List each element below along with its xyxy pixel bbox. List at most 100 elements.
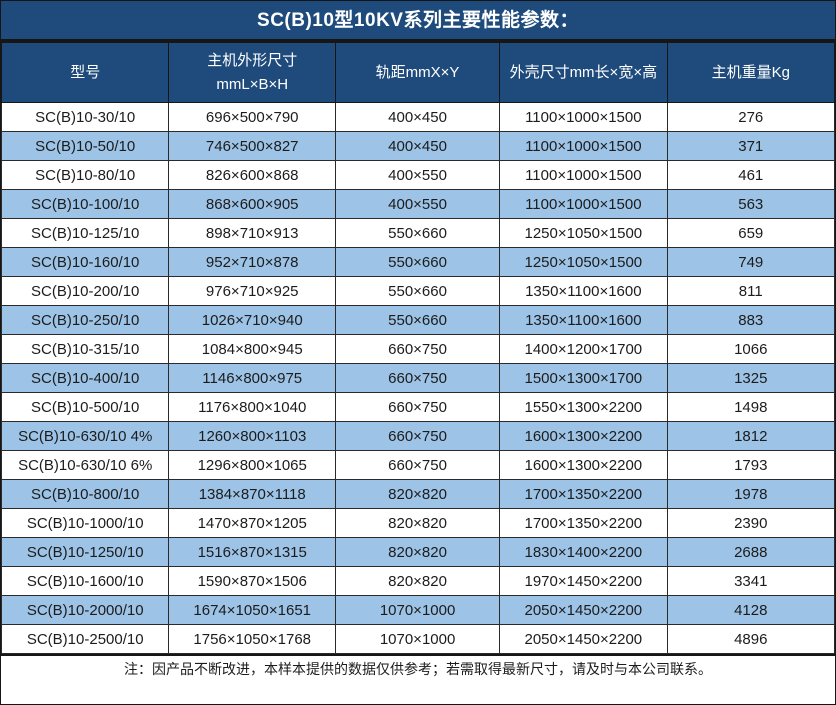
table-cell: 1100×1000×1500 [499, 131, 668, 161]
table-cell: 660×750 [335, 450, 501, 480]
table-cell: 660×750 [335, 421, 501, 451]
table-cell: 811 [666, 276, 835, 306]
table-row: SC(B)10-2000/10 1674×1050×1651 1070×1000 20… [1, 595, 835, 625]
table-cell: 1970×1450×2200 [499, 566, 668, 596]
table-row: SC(B)10-50/10 746×500×827 400×450 1100×1000… [1, 131, 835, 161]
table-cell: 1550×1300×2200 [499, 392, 668, 422]
col-header-model: 型号 [1, 42, 170, 103]
table-cell: 1470×870×1205 [168, 508, 337, 538]
table-cell: 1250×1050×1500 [499, 218, 668, 248]
col-header-model-label: 型号 [70, 63, 101, 81]
table-cell: 1600×1300×2200 [499, 421, 668, 451]
table-cell: SC(B)10-2000/10 [1, 595, 170, 625]
footer-note: 注：因产品不断改进，本样本提供的数据仅供参考；若需取得最新尺寸，请及时与本公司联… [1, 654, 835, 683]
table-cell: 826×600×868 [168, 160, 337, 190]
table-row: SC(B)10-30/10 696×500×790 400×450 1100×1000… [1, 102, 835, 132]
table-row: SC(B)10-1250/10 1516×870×1315 820×820 1830×… [1, 537, 835, 567]
table-cell: SC(B)10-30/10 [1, 102, 170, 132]
table-cell: SC(B)10-125/10 [1, 218, 170, 248]
col-header-weight-label: 主机重量Kg [711, 63, 790, 81]
table-cell: 3341 [666, 566, 835, 596]
col-header-weight: 主机重量Kg [666, 42, 835, 103]
table-cell: 400×550 [335, 189, 501, 219]
table-cell: 4128 [666, 595, 835, 625]
table-cell: SC(B)10-1000/10 [1, 508, 170, 538]
table-row: SC(B)10-400/10 1146×800×975 660×750 1500×13… [1, 363, 835, 393]
table-row: SC(B)10-1600/10 1590×870×1506 820×820 1970×… [1, 566, 835, 596]
table-row: SC(B)10-160/10 952×710×878 550×660 1250×105… [1, 247, 835, 277]
table-cell: 868×600×905 [168, 189, 337, 219]
table-cell: 461 [666, 160, 835, 190]
table-cell: 1812 [666, 421, 835, 451]
page-title: SC(B)10型10KV系列主要性能参数： [1, 1, 835, 42]
table-cell: SC(B)10-1250/10 [1, 537, 170, 567]
table-cell: 1296×800×1065 [168, 450, 337, 480]
table-row: SC(B)10-200/10 976×710×925 550×660 1350×110… [1, 276, 835, 306]
table-cell: 371 [666, 131, 835, 161]
col-header-main-dimensions-line2: mmL×B×H [216, 75, 289, 93]
table-cell: 1070×1000 [335, 595, 501, 625]
table-cell: 820×820 [335, 479, 501, 509]
col-header-main-dimensions: 主机外形尺寸 mmL×B×H [168, 42, 337, 103]
table-cell: 2390 [666, 508, 835, 538]
table-cell: 898×710×913 [168, 218, 337, 248]
table-cell: 1066 [666, 334, 835, 364]
spec-table: 型号 主机外形尺寸 mmL×B×H 轨距mmX×Y 外壳尺寸mm长×宽×高 主机… [1, 42, 835, 654]
table-cell: 563 [666, 189, 835, 219]
table-cell: SC(B)10-80/10 [1, 160, 170, 190]
table-body: SC(B)10-30/10 696×500×790 400×450 1100×1000… [1, 102, 835, 654]
table-row: SC(B)10-500/10 1176×800×1040 660×750 1550×1… [1, 392, 835, 422]
table-cell: 1325 [666, 363, 835, 393]
table-cell: 550×660 [335, 218, 501, 248]
table-cell: 659 [666, 218, 835, 248]
table-cell: 749 [666, 247, 835, 277]
table-cell: 2688 [666, 537, 835, 567]
table-cell: 883 [666, 305, 835, 335]
table-row: SC(B)10-630/10 6% 1296×800×1065 660×750 160… [1, 450, 835, 480]
table-cell: 660×750 [335, 392, 501, 422]
table-cell: 1590×870×1506 [168, 566, 337, 596]
table-cell: SC(B)10-100/10 [1, 189, 170, 219]
table-cell: SC(B)10-315/10 [1, 334, 170, 364]
table-cell: 1350×1100×1600 [499, 276, 668, 306]
table-cell: 400×450 [335, 102, 501, 132]
table-cell: SC(B)10-500/10 [1, 392, 170, 422]
table-cell: 1260×800×1103 [168, 421, 337, 451]
table-cell: 1084×800×945 [168, 334, 337, 364]
table-row: SC(B)10-125/10 898×710×913 550×660 1250×105… [1, 218, 835, 248]
table-cell: 400×450 [335, 131, 501, 161]
table-cell: 276 [666, 102, 835, 132]
table-cell: 820×820 [335, 508, 501, 538]
table-cell: 976×710×925 [168, 276, 337, 306]
table-cell: 1250×1050×1500 [499, 247, 668, 277]
table-cell: 550×660 [335, 247, 501, 277]
table-cell: 952×710×878 [168, 247, 337, 277]
table-cell: SC(B)10-800/10 [1, 479, 170, 509]
table-cell: SC(B)10-630/10 4% [1, 421, 170, 451]
table-cell: 1700×1350×2200 [499, 479, 668, 509]
table-cell: 1400×1200×1700 [499, 334, 668, 364]
table-row: SC(B)10-315/10 1084×800×945 660×750 1400×12… [1, 334, 835, 364]
table-cell: 1978 [666, 479, 835, 509]
table-row: SC(B)10-2500/10 1756×1050×1768 1070×1000 20… [1, 624, 835, 654]
table-cell: 550×660 [335, 276, 501, 306]
table-cell: 1100×1000×1500 [499, 102, 668, 132]
table-cell: SC(B)10-2500/10 [1, 624, 170, 654]
col-header-rail-gauge: 轨距mmX×Y [335, 42, 501, 103]
col-header-main-dimensions-line1: 主机外形尺寸 [207, 51, 298, 69]
table-cell: 1176×800×1040 [168, 392, 337, 422]
col-header-shell-size-label: 外壳尺寸mm长×宽×高 [509, 63, 658, 81]
table-cell: 550×660 [335, 305, 501, 335]
table-cell: SC(B)10-400/10 [1, 363, 170, 393]
table-row: SC(B)10-630/10 4% 1260×800×1103 660×750 160… [1, 421, 835, 451]
table-cell: 1070×1000 [335, 624, 501, 654]
table-cell: 1384×870×1118 [168, 479, 337, 509]
table-cell: 1500×1300×1700 [499, 363, 668, 393]
table-cell: 1674×1050×1651 [168, 595, 337, 625]
table-cell: 1830×1400×2200 [499, 537, 668, 567]
table-cell: 1756×1050×1768 [168, 624, 337, 654]
table-cell: 1498 [666, 392, 835, 422]
table-cell: 4896 [666, 624, 835, 654]
table-cell: 400×550 [335, 160, 501, 190]
